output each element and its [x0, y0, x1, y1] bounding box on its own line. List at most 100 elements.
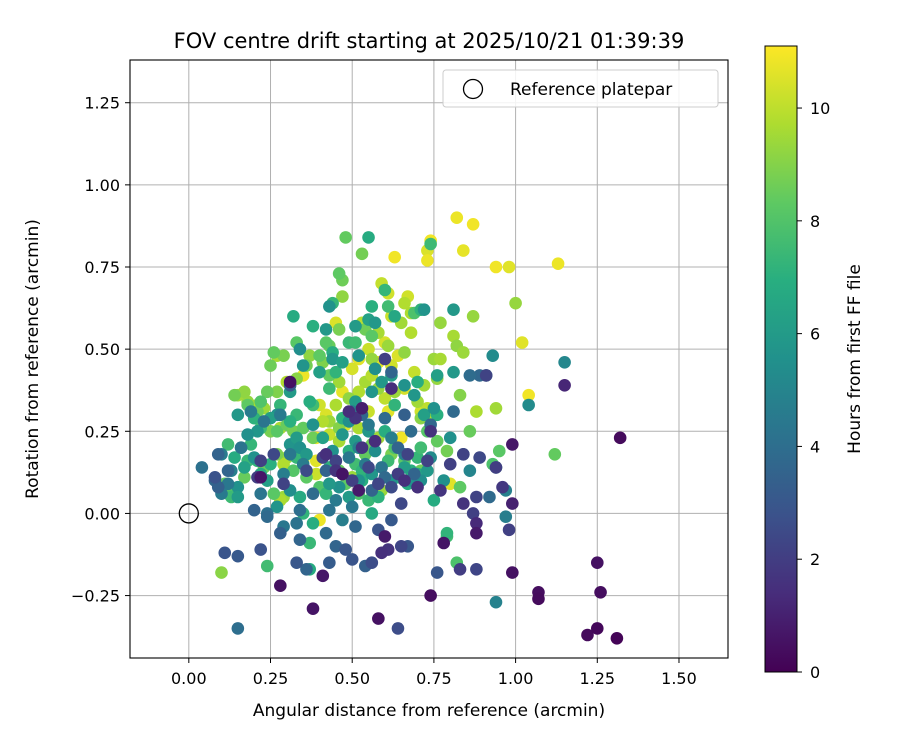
scatter-point: [332, 323, 346, 336]
scatter-point: [231, 549, 245, 563]
scatter-point: [238, 470, 251, 484]
colorbar-tick-label: 10: [810, 99, 830, 118]
colorbar: 0 2 4 6 8 10 Hours from first FF file: [764, 45, 865, 682]
scatter-point: [407, 467, 421, 481]
plot-frame: [129, 59, 729, 659]
scatter-point: [254, 395, 268, 409]
scatter-point: [355, 441, 369, 455]
scatter-point: [365, 385, 379, 399]
scatter-point: [329, 493, 343, 507]
scatter-point: [375, 375, 388, 389]
scatter-point: [440, 444, 454, 458]
scatter-point: [434, 352, 447, 366]
scatter-point: [502, 523, 516, 537]
scatter-point: [277, 477, 290, 491]
scatter-point: [558, 355, 571, 369]
scatter-point: [430, 369, 444, 382]
scatter-point: [349, 336, 362, 349]
scatter-point: [385, 480, 398, 494]
colorbar-ticks: 0 2 4 6 8 10: [797, 99, 830, 682]
scatter-point: [221, 477, 235, 491]
scatter-point: [391, 441, 405, 455]
scatter-point: [381, 339, 395, 353]
scatter-point: [499, 510, 513, 524]
scatter-point: [427, 401, 441, 415]
scatter-point: [313, 365, 326, 379]
y-tick-label: 0.75: [84, 258, 120, 277]
scatter-point: [270, 500, 284, 514]
scatter-point: [329, 539, 343, 553]
reference-platepar-marker: [178, 503, 199, 524]
scatter-point: [365, 300, 379, 313]
scatter-point: [417, 408, 431, 422]
scatter-point: [339, 543, 352, 556]
scatter-point: [443, 457, 457, 471]
scatter-point: [211, 480, 225, 494]
scatter-point: [424, 237, 437, 251]
scatter-point: [453, 480, 467, 494]
scatter-point: [260, 385, 274, 399]
scatter-point: [457, 346, 470, 359]
scatter-point: [378, 411, 392, 425]
scatter-point: [254, 543, 268, 556]
scatter-point: [421, 254, 434, 267]
scatter-point: [486, 349, 500, 363]
scatter-point: [398, 346, 411, 359]
scatter-point: [290, 516, 303, 530]
scatter-point: [342, 451, 356, 464]
y-tick-label: 1.25: [84, 94, 120, 113]
scatter-point: [590, 622, 604, 635]
scatter-point: [270, 424, 284, 438]
scatter-point: [424, 589, 437, 602]
scatter-point: [489, 260, 503, 274]
scatter-point: [270, 385, 284, 399]
scatter-point: [453, 388, 467, 402]
x-tick-label: 0.75: [416, 669, 452, 688]
colorbar-tick-label: 0: [810, 663, 820, 682]
scatter-point: [385, 365, 398, 379]
scatter-point: [457, 497, 470, 510]
scatter-point: [355, 247, 369, 261]
scatter-point: [336, 513, 349, 527]
scatter-point: [466, 217, 480, 231]
legend-box: [442, 69, 719, 108]
scatter-point: [349, 319, 362, 333]
scatter-point: [323, 556, 336, 570]
scatter-point: [388, 250, 401, 264]
scatter-point: [411, 480, 424, 494]
x-tick-label: 1.00: [498, 669, 534, 688]
scatter-point: [381, 300, 395, 313]
scatter-point: [221, 464, 235, 478]
x-axis-label: Angular distance from reference (arcmin): [253, 701, 605, 721]
scatter-point: [437, 536, 451, 550]
scatter-point: [551, 257, 565, 271]
scatter-point: [296, 359, 310, 372]
scatter-point: [287, 309, 300, 323]
scatter-point: [303, 349, 317, 363]
scatter-point: [506, 497, 519, 510]
scatter-point: [407, 365, 421, 379]
scatter-point: [368, 316, 382, 330]
scatter-point: [365, 507, 379, 520]
scatter-point: [319, 526, 333, 540]
scatter-point: [254, 470, 268, 484]
scatter-point: [274, 408, 287, 422]
scatter-point: [352, 484, 366, 497]
scatter-point: [267, 346, 281, 359]
colorbar-tick-label: 8: [810, 212, 820, 231]
scatter-point: [231, 408, 245, 422]
scatter-point: [427, 493, 441, 507]
scatter-point: [267, 447, 281, 461]
scatter-point: [319, 447, 333, 461]
scatter-point: [385, 513, 398, 527]
scatter-point: [483, 490, 496, 504]
scatter-point: [365, 352, 379, 366]
scatter-point: [336, 467, 349, 481]
scatter-point: [473, 451, 486, 464]
scatter-point: [509, 296, 522, 310]
scatter-point: [470, 562, 483, 576]
scatter-point: [388, 398, 401, 412]
scatter-point: [613, 431, 627, 445]
legend-label-reference: Reference platepar: [510, 80, 672, 100]
scatter-point: [277, 349, 290, 363]
